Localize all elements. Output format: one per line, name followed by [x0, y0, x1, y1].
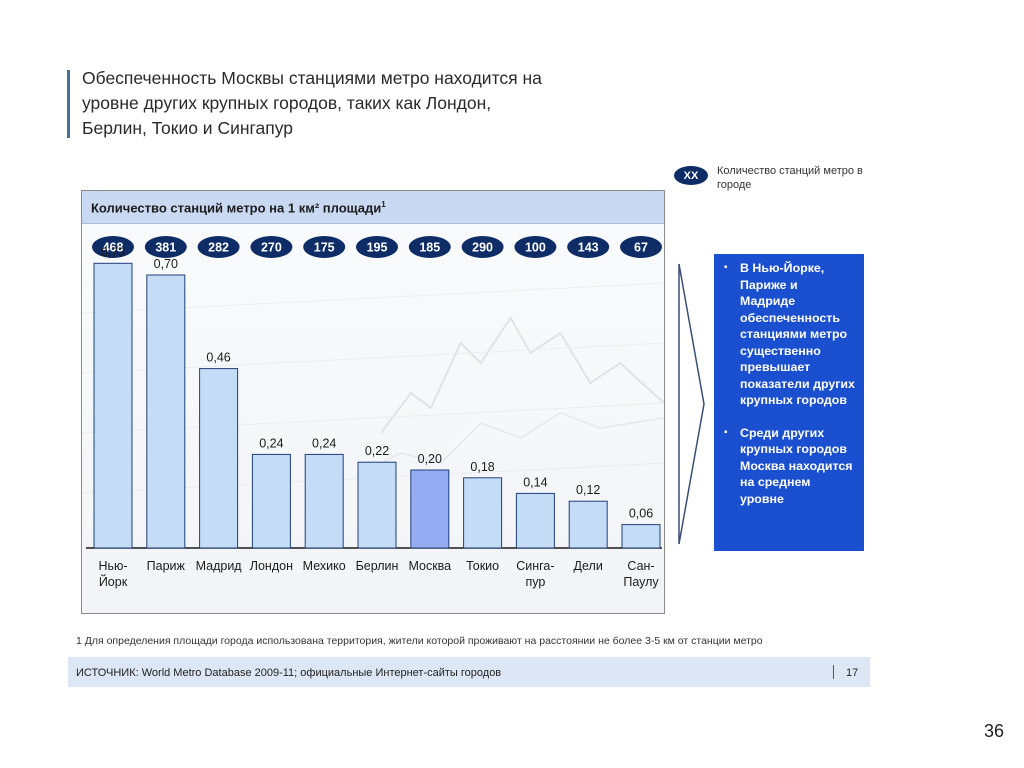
headline-line: Обеспеченность Москвы станциями метро на…	[82, 68, 542, 88]
bar	[568, 500, 608, 549]
x-tick-label: Лондон	[250, 559, 293, 573]
x-tick-label: Нью-	[98, 559, 127, 573]
legend-station-count-badge: XX	[674, 166, 708, 185]
station-count-oval	[92, 236, 134, 258]
station-count-label: 290	[472, 241, 493, 255]
bar	[410, 469, 450, 549]
station-count-oval	[250, 236, 293, 258]
x-tick-label: пур	[525, 575, 545, 589]
data-label: 0,14	[523, 475, 547, 489]
x-tick-label: Синга-	[516, 559, 554, 573]
headline-line: уровне других крупных городов, таких как…	[82, 93, 492, 113]
source-separator	[833, 665, 834, 679]
station-count-oval	[144, 236, 187, 258]
bar	[463, 477, 503, 549]
bar	[515, 492, 555, 549]
x-tick-label: Дели	[574, 559, 603, 573]
callout-arrow	[678, 263, 705, 545]
data-label: 0,46	[206, 351, 230, 365]
data-label: 0,24	[312, 436, 336, 450]
slide-number: 36	[984, 721, 1005, 741]
source-band: ИСТОЧНИК: World Metro Database 2009-11; …	[68, 657, 870, 687]
x-tick-label: Москва	[408, 559, 451, 573]
callout-box: В Нью-Йорке, Париже и Мадриде обеспеченн…	[714, 254, 864, 551]
headline-accent-bar	[67, 70, 70, 138]
data-label: 0,24	[259, 436, 283, 450]
x-tick-label: Сан-	[627, 559, 654, 573]
station-count-label: 175	[314, 241, 335, 255]
source-page-number: 17	[846, 667, 859, 679]
data-label: 0,22	[365, 444, 389, 458]
x-tick-label: Токио	[466, 559, 499, 573]
station-count-oval	[197, 236, 240, 258]
data-label: 0,20	[418, 452, 442, 466]
station-count-label: 468	[103, 241, 124, 255]
station-count-label: 100	[525, 241, 546, 255]
data-label: 0,73	[101, 245, 125, 259]
bar	[146, 274, 186, 549]
x-tick-label: Мадрид	[196, 559, 243, 573]
station-count-label: 143	[578, 241, 599, 255]
slide-headline: Обеспеченность Москвы станциями метро на…	[82, 66, 682, 141]
x-tick-label: Мехико	[303, 559, 346, 573]
data-label: 0,18	[470, 460, 494, 474]
bar	[93, 262, 133, 549]
station-count-oval	[303, 236, 346, 258]
chart-title-band: Количество станций метро на 1 км² площад…	[82, 191, 664, 224]
station-count-oval	[620, 236, 662, 258]
chart-title: Количество станций метро на 1 км² площад…	[91, 200, 386, 215]
station-count-label: 282	[208, 241, 229, 255]
source-text: ИСТОЧНИК: World Metro Database 2009-11; …	[76, 667, 502, 679]
chart-title-footnote-mark: 1	[381, 200, 386, 209]
data-label: 0,06	[629, 507, 653, 521]
x-tick-label: Берлин	[356, 559, 399, 573]
station-count-label: 270	[261, 241, 282, 255]
bar	[199, 368, 239, 549]
footnote: 1 Для определения площади города использ…	[76, 635, 763, 647]
x-tick-label: Париж	[147, 559, 186, 573]
station-count-oval	[461, 236, 504, 258]
bar	[251, 453, 291, 549]
chart-frame: Количество станций метро на 1 км² площад…	[81, 190, 665, 614]
bar	[304, 453, 344, 549]
bar	[621, 524, 661, 549]
callout-bullet: В Нью-Йорке, Париже и Мадриде обеспеченн…	[720, 260, 856, 409]
legend-label: Количество станций метро в городе	[717, 165, 863, 191]
x-tick-label: Паулу	[623, 575, 659, 589]
station-count-label: 381	[155, 241, 176, 255]
x-tick-label: Йорк	[99, 574, 128, 589]
station-count-label: 67	[634, 241, 648, 255]
station-count-oval	[567, 236, 610, 258]
station-count-oval	[356, 236, 398, 258]
station-count-label: 185	[419, 241, 440, 255]
station-count-oval	[514, 236, 557, 258]
station-count-oval	[408, 236, 451, 258]
chart-title-text: Количество станций метро на 1 км² площад…	[91, 200, 382, 216]
callout-bullet: Среди других крупных городов Москва нахо…	[720, 425, 856, 508]
bar	[357, 461, 397, 549]
legend: XX Количество станций метро в городе	[674, 162, 874, 202]
data-label: 0,70	[154, 257, 178, 271]
station-count-label: 195	[367, 241, 388, 255]
data-label: 0,12	[576, 483, 600, 497]
headline-line: Берлин, Токио и Сингапур	[82, 118, 294, 138]
